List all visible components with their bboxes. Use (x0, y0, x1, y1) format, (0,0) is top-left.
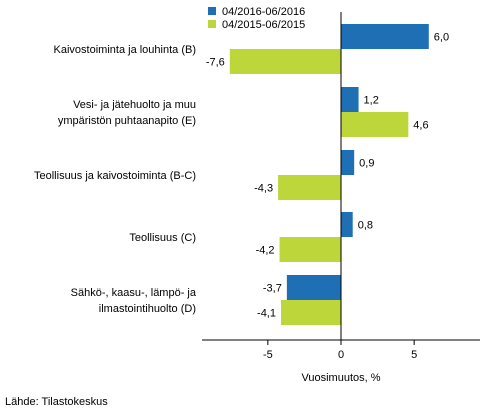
bar-series2-cat4 (279, 237, 341, 262)
bar-series2-cat2 (341, 112, 409, 137)
category-label-1-line1: Kaivostoiminta ja louhinta (B) (54, 44, 196, 56)
data-label-series1-cat5: -3,7 (263, 283, 282, 295)
legend-swatch-2 (208, 20, 216, 28)
category-label-2-line2: ympäristön puhtaanapito (E) (58, 115, 196, 127)
bar-series1-cat3 (341, 150, 355, 175)
data-label-series1-cat2: 1,2 (364, 95, 379, 107)
data-label-series2-cat5: -4,1 (257, 308, 276, 320)
bar-series2-cat5 (281, 300, 341, 325)
source-note: Lähde: Tilastokeskus (5, 396, 108, 408)
category-label-4-line1: Teollisuus (C) (129, 232, 196, 244)
legend-swatch-1 (208, 7, 216, 15)
category-label-5-line1: Sähkö-, kaasu-, lämpö- ja (71, 287, 197, 299)
bar-series1-cat4 (341, 212, 353, 237)
x-axis-label: Vuosimuutos, % (301, 372, 380, 384)
bars-group (229, 24, 429, 325)
bar-series1-cat1 (341, 24, 429, 49)
data-label-series2-cat4: -4,2 (256, 245, 275, 257)
x-tick-label-1: -5 (263, 349, 273, 361)
data-label-series1-cat1: 6,0 (434, 32, 449, 44)
legend-label-1: 04/2016-06/2016 (222, 6, 305, 18)
data-label-series2-cat2: 4,6 (413, 120, 428, 132)
x-tick-label-2: 0 (338, 349, 344, 361)
bar-series1-cat2 (341, 87, 359, 112)
data-label-series2-cat1: -7,6 (206, 57, 225, 69)
data-label-series1-cat4: 0,8 (358, 220, 373, 232)
legend-label-2: 04/2015-06/2015 (222, 19, 305, 31)
axes-group: -5 0 5 (202, 12, 480, 361)
category-label-2-line1: Vesi- ja jätehuolto ja muu (73, 99, 196, 111)
category-label-5-line2: ilmastointihuolto (D) (99, 303, 196, 315)
x-tick-label-3: 5 (411, 349, 417, 361)
bar-series2-cat1 (229, 49, 341, 74)
data-label-series1-cat3: 0,9 (359, 158, 374, 170)
labels-group: 6,0 -7,6 Kaivostoiminta ja louhinta (B) 1,2… (34, 32, 449, 320)
category-label-3-line1: Teollisuus ja kaivostoiminta (B-C) (34, 170, 196, 182)
data-label-series2-cat3: -4,3 (254, 183, 273, 195)
bar-series1-cat5 (286, 275, 341, 300)
bar-series2-cat3 (278, 175, 341, 200)
